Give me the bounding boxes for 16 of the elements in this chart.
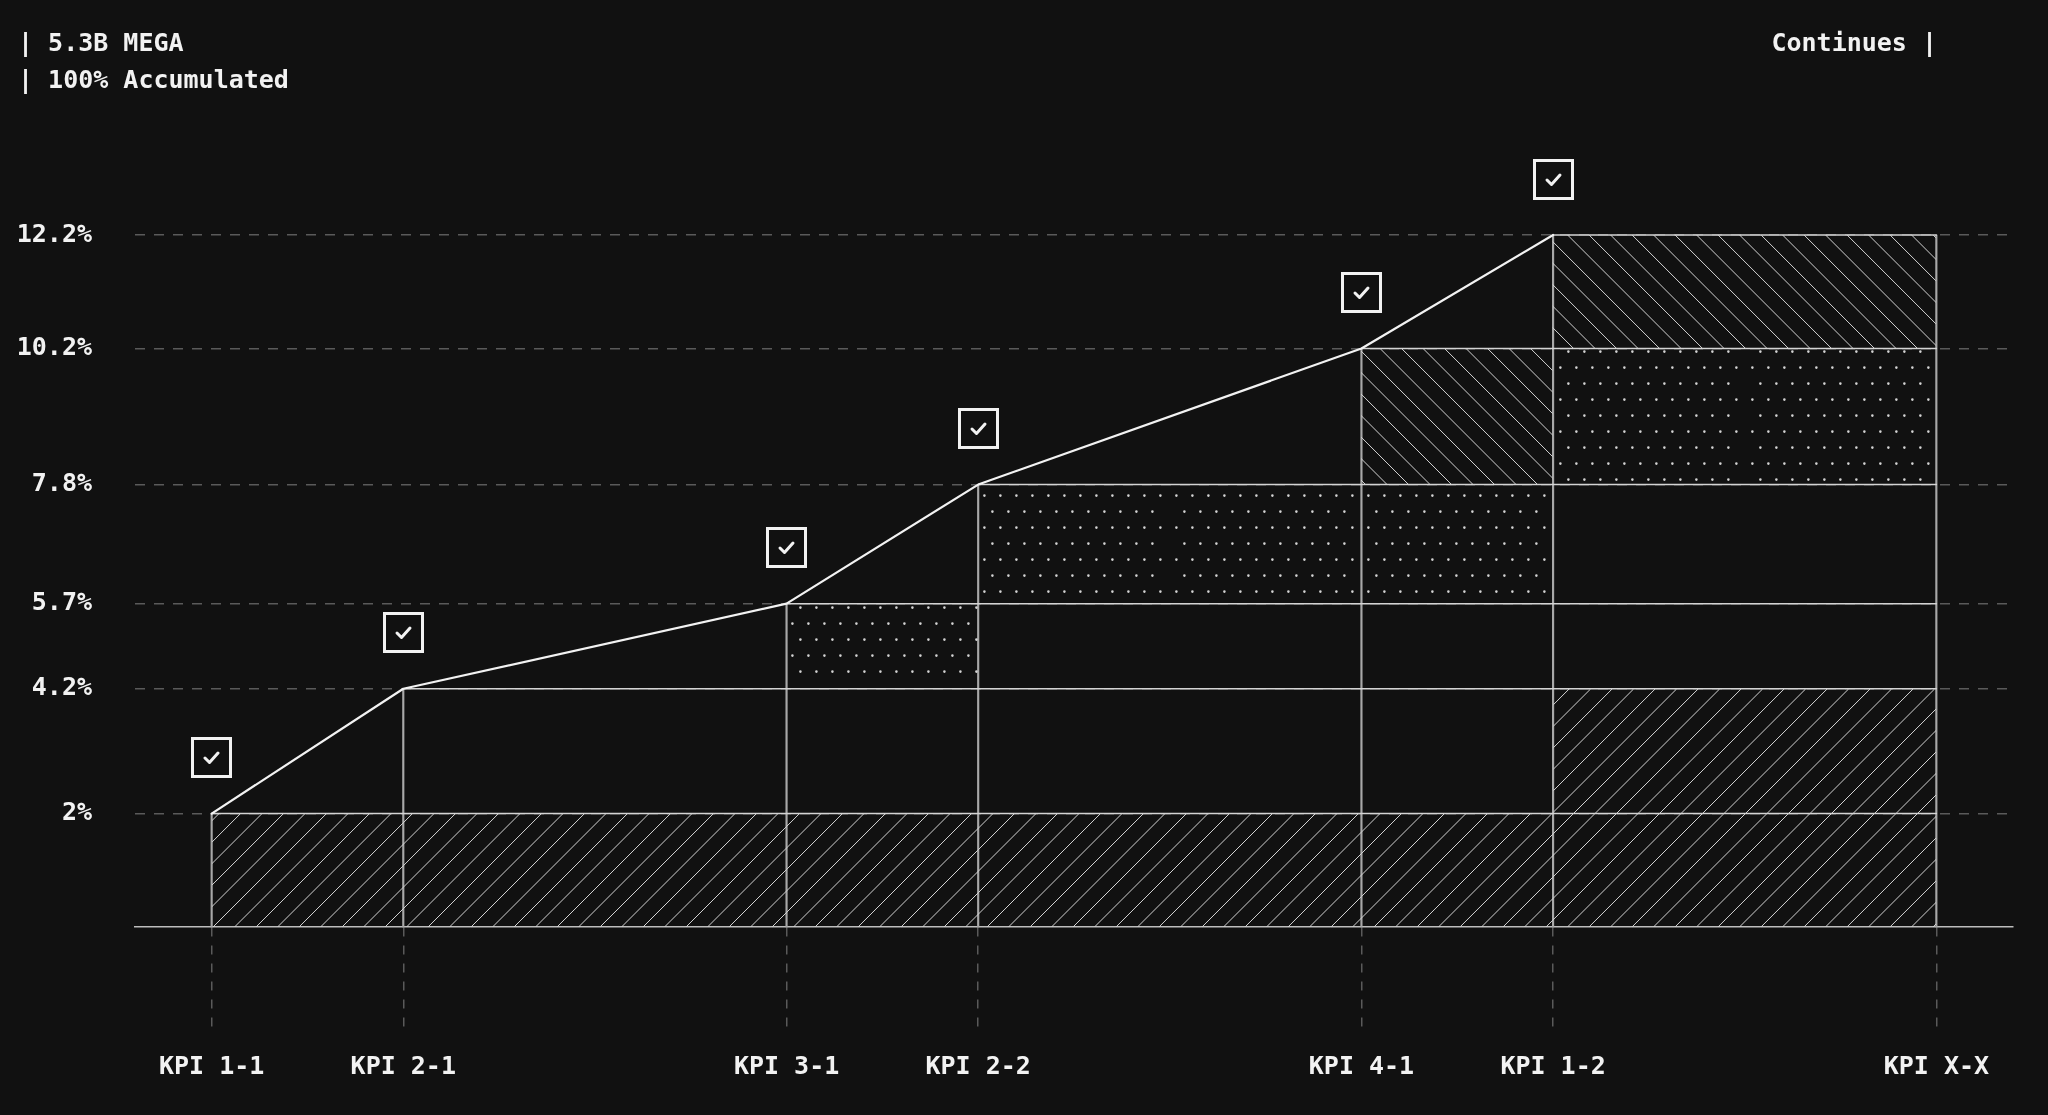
x-tick-label: KPI X-X [1883, 1050, 1990, 1080]
x-tick-label: KPI 2-1 [350, 1050, 456, 1080]
x-tick-label: KPI 3-1 [733, 1050, 840, 1080]
x-tick-label: KPI 1-2 [1500, 1050, 1606, 1080]
text: Continues | [1771, 28, 1937, 58]
x-tick-label: KPI 4-1 [1308, 1050, 1415, 1080]
chart-subtitle: | 100% Accumulated [18, 65, 289, 95]
y-tick-label: 4.2% [31, 672, 92, 702]
chart-title: | 5.3B MEGA [18, 28, 184, 58]
y-tick-label: 2% [61, 797, 92, 827]
y-tick-label: 5.7% [31, 587, 92, 617]
x-tick-label: KPI 1-1 [158, 1050, 265, 1080]
y-tick-label: 7.8% [31, 468, 92, 498]
x-tick-label: KPI 2-2 [925, 1050, 1031, 1080]
y-tick-label: 12.2% [16, 218, 92, 248]
y-tick-label: 10.2% [16, 331, 92, 361]
